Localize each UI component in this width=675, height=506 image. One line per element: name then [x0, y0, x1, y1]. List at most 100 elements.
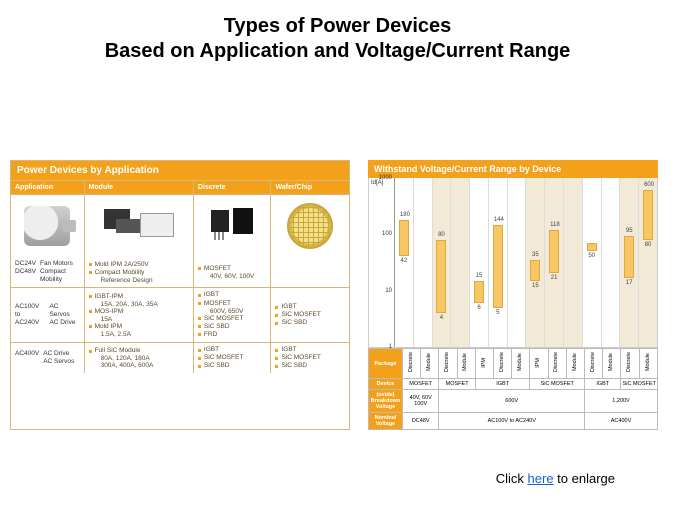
nominal-row: Nominal VoltageDC48VAC100V to AC240VAC40…	[369, 413, 658, 430]
range-bar: 804	[436, 240, 446, 313]
y-tick-label: 1000	[379, 175, 392, 181]
bullet-item: SiC MOSFET	[198, 354, 267, 362]
nominal-row-cell: AC100V to AC240V	[439, 413, 585, 430]
breakdown-row-cell: 1,200V	[585, 390, 658, 413]
voltage-current-range-panel: Withstand Voltage/Current Range by Devic…	[368, 160, 658, 430]
wafer-cell: IGBTSiC MOSFETSiC SBD	[271, 288, 349, 342]
enlarge-link[interactable]: here	[528, 471, 554, 486]
nominal-row-cell: AC400V	[585, 413, 658, 430]
chart-slot: 95 17	[620, 178, 639, 347]
package-row: PackageDiscreteModuleDiscreteModuleIPMDi…	[369, 349, 658, 379]
y-axis: Id[A] 1101001000	[369, 178, 395, 347]
title-line-2: Based on Application and Voltage/Current…	[0, 39, 675, 64]
row-header: Device	[369, 379, 403, 390]
chart-slot: 60080	[639, 178, 657, 347]
package-label: Discrete	[409, 352, 415, 372]
table-row: AC100V toAC240VAC ServosAC DriveIGBT-IPM…	[11, 287, 349, 342]
app-voltage: AC400V	[15, 350, 39, 358]
package-label: IPM	[482, 358, 488, 368]
wafer-icon	[287, 203, 333, 249]
bullet-item: SiC SBD	[198, 323, 267, 331]
breakdown-row-cell: 600V	[439, 390, 585, 413]
package-label: Module	[427, 353, 433, 371]
discrete-cell: MOSFET40V, 60V, 100V	[194, 257, 272, 287]
package-cell: Discrete	[548, 349, 566, 379]
bar-low-label: 15	[531, 283, 539, 289]
device-row-cell: IGBT	[585, 379, 621, 390]
app-desc: Fan Motors	[40, 260, 80, 268]
range-bar: 9517	[624, 236, 634, 278]
package-cell: Module	[566, 349, 584, 379]
package-cell: Discrete	[621, 349, 639, 379]
sub-item: 1.5A, 2.5A	[89, 331, 189, 338]
chart-slot: 35 15	[526, 178, 545, 347]
chart-area: Id[A] 1101001000 18042804156144535151182…	[368, 178, 658, 348]
package-cell: Discrete	[403, 349, 421, 379]
sub-item: Reference Design	[89, 277, 189, 284]
table-row: AC400VAC DriveAC ServosFull SiC Module80…	[11, 342, 349, 373]
footer-text: Click here to enlarge	[496, 471, 615, 486]
app-voltage: DC24V	[15, 260, 36, 268]
y-tick-label: 1	[389, 344, 392, 350]
col-application: Application	[11, 181, 85, 194]
device-row-cell: MOSFET	[403, 379, 439, 390]
chart-slot	[602, 178, 621, 347]
col-wafer: Wafer/Chip	[271, 181, 349, 194]
chart-slot	[564, 178, 583, 347]
row-header: Nominal Voltage	[369, 413, 403, 430]
app-desc: AC Drive	[49, 319, 79, 327]
left-image-row	[11, 194, 349, 257]
application-cell: AC400VAC DriveAC Servos	[11, 343, 85, 373]
bar-low-label: 17	[625, 280, 633, 286]
bullet-item: SiC MOSFET	[275, 354, 345, 362]
range-bar: 50	[587, 243, 597, 251]
bullet-item: SiC MOSFET	[275, 311, 345, 319]
module-cell: IGBT-IPM15A, 20A, 30A, 35AMOS-IPM15AMold…	[85, 288, 194, 342]
bullet-item: SiC SBD	[198, 362, 267, 370]
sub-item: 600V, 650V	[198, 308, 267, 315]
bullet-item: SiC SBD	[275, 362, 345, 370]
bar-low-label: 5	[494, 310, 502, 316]
sub-item: 15A, 20A, 30A, 35A	[89, 301, 189, 308]
package-label: Module	[518, 353, 524, 371]
range-bar: 11821	[549, 230, 559, 272]
discrete-cell: IGBTSiC MOSFETSiC SBD	[194, 343, 272, 373]
bar-low-label: 42	[400, 258, 408, 264]
application-image	[11, 195, 85, 257]
range-bar: 1445	[493, 225, 503, 307]
package-label: Module	[646, 353, 652, 371]
device-row-cell: MOSFET	[439, 379, 475, 390]
bullet-item: Compact Mobility	[89, 269, 189, 277]
bar-high-label: 95	[625, 228, 633, 234]
range-bar: 60080	[643, 190, 653, 239]
bar-high-label: 80	[437, 232, 445, 238]
package-label: Module	[609, 353, 615, 371]
discrete-icon	[207, 206, 257, 246]
power-devices-by-application-panel: Power Devices by Application Application…	[10, 160, 350, 430]
device-row-cell: IGBT	[475, 379, 530, 390]
discrete-cell: IGBTMOSFET600V, 650VSiC MOSFETSiC SBDFRD	[194, 288, 272, 342]
col-module: Module	[85, 181, 194, 194]
chart-slot: 50	[583, 178, 602, 347]
package-cell: Module	[421, 349, 439, 379]
wafer-cell: IGBTSiC MOSFETSiC SBD	[271, 343, 349, 373]
chart-plot: 18042 804 156 1445 35 15 11821 50 95 17 60080	[395, 178, 657, 347]
chart-slot	[451, 178, 470, 347]
package-label: IPM	[536, 358, 542, 368]
package-cell: Module	[512, 349, 530, 379]
device-row-cell: SiC MOSFET	[621, 379, 658, 390]
app-voltage: DC48V	[15, 268, 36, 276]
wafer-image	[271, 195, 349, 257]
discrete-image	[194, 195, 272, 257]
bar-high-label: 35	[531, 252, 539, 258]
y-tick-label: 10	[385, 288, 392, 294]
bar-low-label: 50	[588, 253, 596, 259]
chart-slot: 18042	[395, 178, 414, 347]
chart-slot: 11821	[545, 178, 564, 347]
nominal-row-cell: DC48V	[403, 413, 439, 430]
breakdown-row: (oxide) Breakdown Voltage40V, 60V 100V60…	[369, 390, 658, 413]
title-line-1: Types of Power Devices	[0, 14, 675, 39]
range-bar: 156	[474, 281, 484, 303]
app-desc: AC Servos	[49, 303, 79, 319]
package-device-table: PackageDiscreteModuleDiscreteModuleIPMDi…	[368, 348, 658, 430]
